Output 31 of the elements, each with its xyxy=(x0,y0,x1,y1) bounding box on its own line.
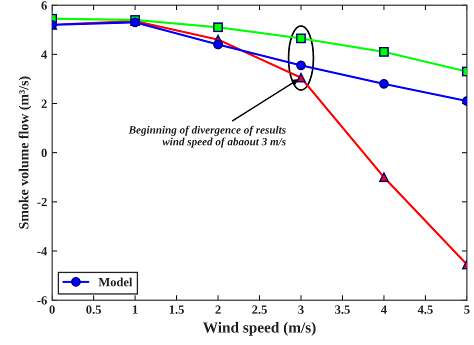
y-tick-label: -6 xyxy=(37,296,47,305)
y-tick-label: -4 xyxy=(37,247,48,256)
x-tick-label: 0 xyxy=(49,305,55,314)
y-tick-label: -2 xyxy=(37,198,47,206)
point xyxy=(379,78,389,89)
x-tick-label: 2 xyxy=(215,305,221,314)
point xyxy=(379,172,389,182)
x-tick-label: 0.5 xyxy=(86,305,101,314)
x-tick-label: 2.5 xyxy=(252,305,267,314)
annotation: Beginning of divergence of results wind speed of abaout 3 m/s xyxy=(128,126,286,148)
y-tick-label: 6 xyxy=(41,1,47,10)
point xyxy=(213,40,223,50)
point xyxy=(213,22,223,32)
point xyxy=(296,60,306,70)
x-tick-label: 4 xyxy=(380,305,387,314)
x-tick-label: 5 xyxy=(464,306,470,314)
y-axis-title: Smoke volume flow (m³/s) xyxy=(18,76,32,229)
point xyxy=(296,34,306,44)
y-tick-label: 0 xyxy=(42,148,47,158)
point xyxy=(130,18,140,28)
y-tick-label: 4 xyxy=(41,50,48,59)
point xyxy=(379,47,389,57)
point xyxy=(296,72,306,83)
legend-label: Model xyxy=(98,278,132,286)
x-tick-label: 3.5 xyxy=(335,305,350,314)
x-tick-label: 1 xyxy=(132,305,138,314)
y-tick-label: 2 xyxy=(42,100,47,108)
x-axis-title: Wind speed (m/s) xyxy=(202,322,316,336)
x-tick-label: 3 xyxy=(298,305,304,314)
x-tick-label: 4.5 xyxy=(418,305,433,314)
x-tick-label: 1.5 xyxy=(170,305,184,314)
